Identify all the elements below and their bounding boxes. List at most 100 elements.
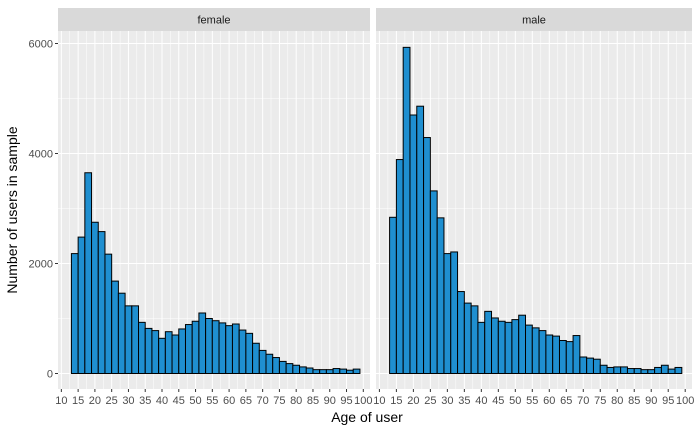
bar-male-72 <box>586 357 594 375</box>
panel-male: male 10 15 20 25 30 35 40 45 50 55 60 65 70 75 80 85 90 95… <box>373 8 694 407</box>
y-tick-label: 0 <box>47 369 53 381</box>
x-tick-label: 85 <box>628 395 640 407</box>
x-tick-label: 50 <box>189 395 201 407</box>
bar-female-86 <box>312 369 321 374</box>
x-tick-label: 55 <box>526 395 538 407</box>
bar-male-70 <box>579 356 588 374</box>
bar-male-50 <box>511 319 520 375</box>
bar-female-48 <box>184 324 193 374</box>
bar-female-54 <box>205 318 213 374</box>
x-tick-label: 25 <box>106 395 118 407</box>
bar-male-82 <box>620 366 628 374</box>
x-tick-label: 15 <box>72 395 84 407</box>
bar-male-96 <box>667 368 676 375</box>
panel-female: female 10 15 20 25 30 35 40 45 50 55 60 65 70 75 80 85 90… <box>29 8 372 407</box>
bar-male-88 <box>640 369 649 374</box>
x-tick-label: 90 <box>324 395 336 407</box>
bar-female-96 <box>346 369 354 375</box>
x-tick-label: 100 <box>676 395 694 407</box>
bar-female-42 <box>164 331 173 375</box>
x-tick-label: 65 <box>240 395 252 407</box>
bar-female-70 <box>258 349 267 374</box>
bar-female-84 <box>305 367 314 374</box>
bar-male-92 <box>654 366 662 375</box>
bar-male-90 <box>647 369 656 374</box>
bar-male-20 <box>409 114 418 374</box>
bar-female-56 <box>211 320 220 375</box>
x-tick-label: 80 <box>290 395 302 407</box>
bar-male-24 <box>423 137 431 374</box>
bar-female-46 <box>178 328 186 375</box>
x-tick-label: 15 <box>390 395 402 407</box>
bar-female-76 <box>278 360 287 374</box>
x-tick-label: 70 <box>257 395 269 407</box>
bar-female-34 <box>138 321 146 375</box>
bar-female-20 <box>91 221 99 374</box>
x-tick-label: 50 <box>509 395 521 407</box>
bar-male-36 <box>463 302 472 375</box>
x-tick-label: 45 <box>492 395 504 407</box>
facet-strip <box>58 8 370 31</box>
bar-male-14 <box>389 216 397 374</box>
bar-male-48 <box>504 321 513 375</box>
x-tick-label: 95 <box>340 395 352 407</box>
bar-male-84 <box>626 368 635 374</box>
bar-female-90 <box>325 369 334 374</box>
bar-female-52 <box>198 312 207 374</box>
bar-male-32 <box>450 251 459 374</box>
bar-female-82 <box>299 366 307 374</box>
x-tick-label: 75 <box>594 395 606 407</box>
bar-male-26 <box>429 190 438 374</box>
bar-female-30 <box>124 305 133 375</box>
bar-female-40 <box>158 337 166 374</box>
x-tick-label: 80 <box>611 395 623 407</box>
bar-male-98 <box>674 366 683 375</box>
x-tick-label: 55 <box>206 395 218 407</box>
x-tick-label: 20 <box>89 395 101 407</box>
bar-female-80 <box>292 364 301 374</box>
facet-label-male: male <box>522 15 546 27</box>
x-tick-label: 95 <box>662 395 674 407</box>
bar-female-24 <box>104 253 113 374</box>
bar-female-58 <box>218 322 227 374</box>
bar-male-38 <box>470 305 479 375</box>
bar-male-40 <box>477 321 486 375</box>
facet-strip <box>376 8 692 31</box>
bar-male-52 <box>518 314 527 375</box>
x-tick-label: 65 <box>560 395 572 407</box>
bar-female-94 <box>339 368 348 375</box>
bar-male-64 <box>558 340 567 374</box>
x-tick-label: 25 <box>424 395 436 407</box>
y-axis-title-group: Number of users in sample <box>4 126 20 294</box>
y-tick-label: 6000 <box>29 39 53 51</box>
bar-male-30 <box>443 253 452 375</box>
bar-male-62 <box>552 335 560 375</box>
bar-female-18 <box>84 172 93 374</box>
bar-female-14 <box>70 253 79 375</box>
bar-male-28 <box>436 217 445 374</box>
x-tick-label: 75 <box>273 395 285 407</box>
bar-female-38 <box>151 330 160 375</box>
bar-female-36 <box>144 327 153 374</box>
x-tick-label: 10 <box>373 395 385 407</box>
bar-male-16 <box>395 159 404 374</box>
bar-female-64 <box>238 329 247 374</box>
x-tick-label: 35 <box>458 395 470 407</box>
bar-female-16 <box>77 236 86 374</box>
x-axis-title: Age of user <box>331 409 403 425</box>
x-tick-label: 20 <box>407 395 419 407</box>
facet-label-female: female <box>197 15 230 27</box>
x-tick-label: 70 <box>577 395 589 407</box>
y-tick-label: 2000 <box>29 259 53 271</box>
bar-male-42 <box>484 310 493 375</box>
x-tick-label: 40 <box>475 395 487 407</box>
bar-male-22 <box>416 105 425 374</box>
bar-male-54 <box>525 324 533 375</box>
bar-male-34 <box>457 291 465 374</box>
x-tick-label: 30 <box>122 395 134 407</box>
bar-female-66 <box>245 332 254 375</box>
bar-female-22 <box>97 231 106 374</box>
x-tick-label: 10 <box>55 395 67 407</box>
bar-male-80 <box>613 366 622 374</box>
